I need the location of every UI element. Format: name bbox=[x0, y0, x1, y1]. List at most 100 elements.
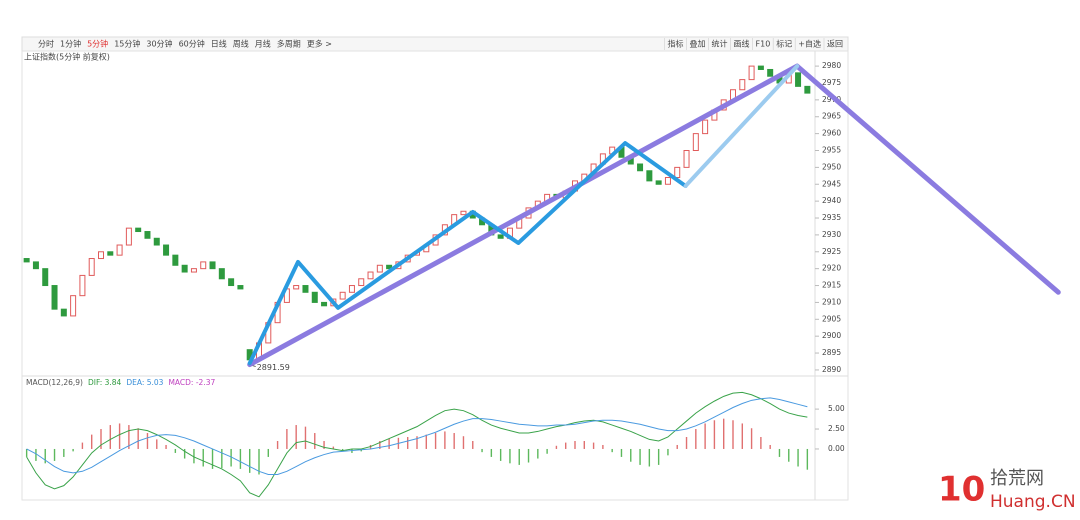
y-tick-label: 2915 bbox=[822, 281, 841, 290]
candle bbox=[683, 150, 690, 168]
macd-legend: MACD(12,26,9) bbox=[26, 378, 83, 387]
candle bbox=[757, 65, 764, 70]
logo: 10 bbox=[938, 470, 985, 510]
chart-frame bbox=[21, 50, 849, 501]
tool-button[interactable]: 指标 bbox=[668, 39, 684, 49]
candle bbox=[339, 291, 346, 300]
candle bbox=[79, 274, 86, 297]
y-tick-label: 2955 bbox=[822, 146, 841, 155]
candle bbox=[70, 295, 77, 317]
candle bbox=[181, 264, 188, 273]
period-tab[interactable]: 多周期 bbox=[277, 39, 301, 49]
candle bbox=[218, 268, 225, 280]
macd-tick-label: 5.00 bbox=[828, 404, 845, 413]
candle bbox=[51, 285, 58, 310]
candle bbox=[228, 278, 235, 287]
site-name: 拾荒网 bbox=[990, 468, 1044, 489]
period-tab[interactable]: 分时 bbox=[38, 39, 54, 49]
y-tick-label: 2950 bbox=[822, 162, 841, 171]
candle bbox=[135, 227, 142, 233]
period-tab[interactable]: 30分钟 bbox=[146, 39, 172, 49]
candle bbox=[804, 85, 811, 94]
candle bbox=[293, 285, 300, 290]
candle bbox=[674, 166, 681, 179]
candle bbox=[637, 163, 644, 172]
tool-button[interactable]: F10 bbox=[756, 40, 771, 49]
tool-button[interactable]: 统计 bbox=[712, 39, 728, 49]
candle bbox=[32, 261, 39, 270]
candle bbox=[172, 254, 179, 266]
period-tab[interactable]: 15分钟 bbox=[114, 39, 140, 49]
period-tab[interactable]: 月线 bbox=[255, 39, 271, 49]
candle bbox=[153, 237, 160, 246]
y-tick-label: 2940 bbox=[822, 196, 841, 205]
y-tick-label: 2980 bbox=[822, 61, 841, 70]
y-tick-label: 2910 bbox=[822, 297, 841, 306]
tool-button[interactable]: 标记 bbox=[776, 39, 792, 49]
candle bbox=[646, 170, 653, 182]
y-tick-label: 2900 bbox=[822, 331, 841, 340]
watermark: 10 拾荒网 Huang.CN bbox=[938, 468, 1076, 512]
candle bbox=[125, 227, 132, 246]
candle bbox=[748, 65, 755, 81]
y-tick-label: 2945 bbox=[822, 179, 841, 188]
candle bbox=[88, 258, 95, 276]
candle bbox=[497, 234, 504, 239]
candle bbox=[107, 251, 114, 256]
y-tick-label: 2905 bbox=[822, 314, 841, 323]
macd-tick-label: 0.00 bbox=[828, 444, 845, 453]
domain: Huang.CN bbox=[990, 492, 1076, 512]
candle bbox=[739, 79, 746, 91]
candle bbox=[190, 268, 197, 273]
y-tick-label: 2920 bbox=[822, 264, 841, 273]
macd-legend: DEA: 5.03 bbox=[126, 378, 163, 387]
y-tick-label: 2930 bbox=[822, 230, 841, 239]
y-tick-label: 2895 bbox=[822, 348, 841, 357]
min-price-label: 2891.59 bbox=[257, 363, 290, 372]
candle bbox=[664, 177, 671, 185]
candle bbox=[376, 264, 383, 273]
macd-legend: MACD: -2.37 bbox=[168, 378, 215, 387]
candle bbox=[200, 261, 207, 270]
candle bbox=[367, 271, 374, 280]
period-tab[interactable]: 5分钟 bbox=[87, 39, 108, 49]
period-tab[interactable]: 1分钟 bbox=[60, 39, 81, 49]
trend-line bbox=[247, 141, 688, 366]
candle bbox=[311, 291, 318, 303]
candle bbox=[60, 308, 67, 317]
candle bbox=[358, 278, 365, 287]
y-tick-label: 2960 bbox=[822, 129, 841, 138]
y-tick-label: 2935 bbox=[822, 213, 841, 222]
macd-line bbox=[26, 391, 808, 498]
tool-button[interactable]: 画线 bbox=[734, 39, 750, 49]
period-tab[interactable]: 日线 bbox=[211, 39, 227, 49]
macd-line bbox=[26, 397, 808, 475]
tool-button[interactable]: 叠加 bbox=[690, 39, 706, 49]
candle bbox=[795, 72, 802, 87]
candle bbox=[23, 258, 30, 263]
candle bbox=[348, 285, 355, 293]
macd-tick-label: 2.50 bbox=[828, 424, 845, 433]
candle bbox=[209, 261, 216, 270]
macd-legend: DIF: 3.84 bbox=[88, 378, 122, 387]
candle bbox=[767, 68, 774, 77]
period-tab[interactable]: 周线 bbox=[233, 39, 249, 49]
period-tab[interactable]: 60分钟 bbox=[179, 39, 205, 49]
period-tab[interactable]: 更多 > bbox=[307, 39, 332, 49]
candle bbox=[42, 268, 49, 287]
candle bbox=[302, 285, 309, 293]
tool-button[interactable]: +自选 bbox=[798, 39, 821, 49]
candle bbox=[702, 119, 709, 135]
y-tick-label: 2890 bbox=[822, 365, 841, 374]
candle bbox=[144, 231, 151, 239]
candle bbox=[163, 244, 170, 256]
candle bbox=[116, 244, 123, 256]
y-tick-label: 2975 bbox=[822, 78, 841, 87]
y-tick-label: 2965 bbox=[822, 112, 841, 121]
candle bbox=[386, 264, 393, 270]
candle bbox=[237, 285, 244, 290]
tool-button[interactable]: 返回 bbox=[827, 40, 843, 49]
trend-line bbox=[683, 64, 800, 188]
